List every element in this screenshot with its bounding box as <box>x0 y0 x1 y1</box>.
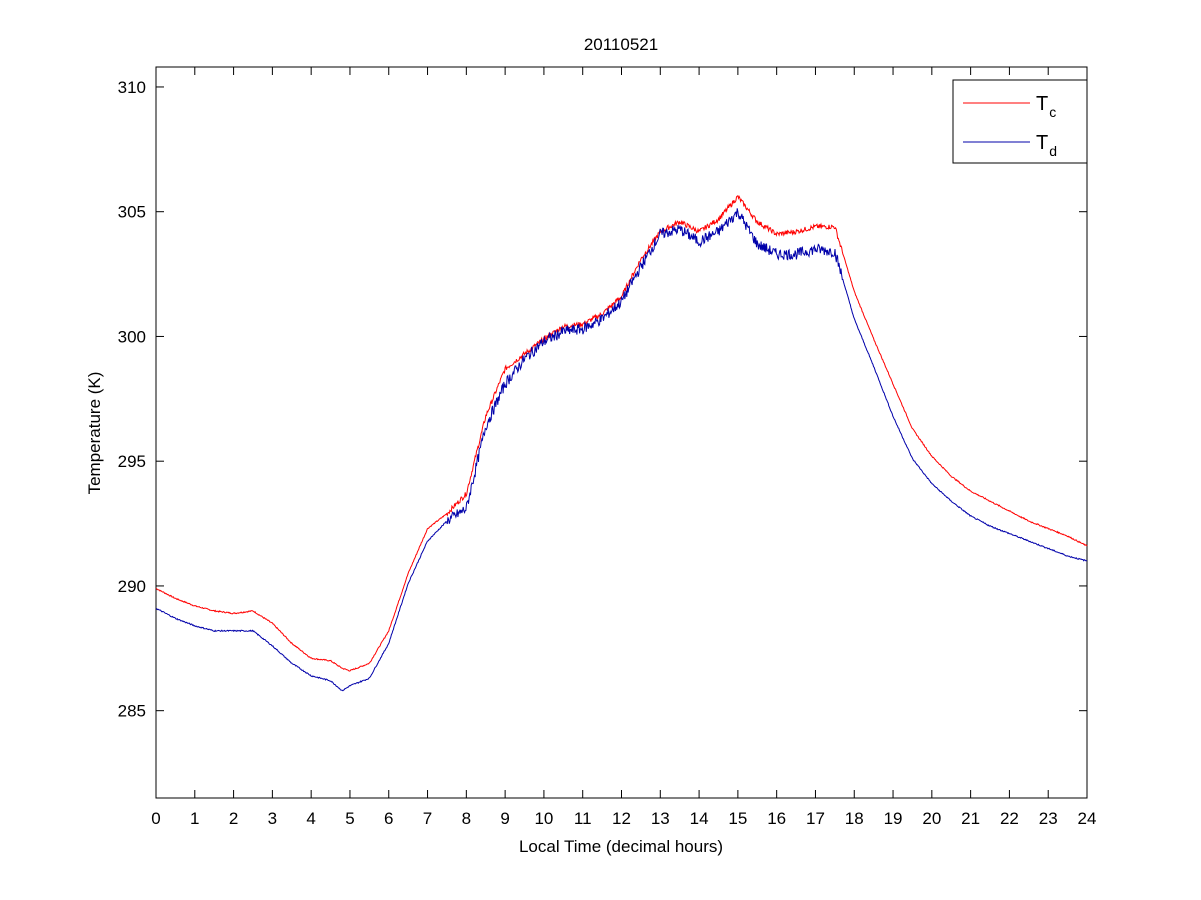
y-tick-label: 310 <box>118 78 146 97</box>
y-tick-label: 290 <box>118 577 146 596</box>
x-tick-label: 7 <box>423 809 432 828</box>
x-tick-label: 13 <box>651 809 670 828</box>
axes-frame <box>155 66 1088 799</box>
y-tick-label: 295 <box>118 452 146 471</box>
x-tick-label: 0 <box>151 809 160 828</box>
x-tick-label: 23 <box>1039 809 1058 828</box>
x-tick-label: 14 <box>690 809 709 828</box>
x-tick-label: 2 <box>229 809 238 828</box>
x-axis-label: Local Time (decimal hours) <box>519 837 723 856</box>
x-tick-label: 15 <box>728 809 747 828</box>
y-tick-label: 300 <box>118 327 146 346</box>
x-tick-label: 12 <box>612 809 631 828</box>
legend-label-tc: Tc <box>1036 93 1056 120</box>
x-tick-label: 17 <box>806 809 825 828</box>
legend-box <box>952 79 1088 164</box>
plot-area: 0 1 2 3 4 5 6 7 8 9 10 11 12 13 14 15 16 17 18 19 20 21 22 23 24… <box>118 66 1096 828</box>
x-tick-label: 11 <box>574 809 592 828</box>
legend-label-tc-main: T <box>1036 93 1048 115</box>
x-tick-label: 8 <box>462 809 471 828</box>
x-tick-label: 18 <box>845 809 864 828</box>
x-tick-label: 5 <box>345 809 354 828</box>
x-tick-label: 6 <box>384 809 393 828</box>
x-axis-ticks: 0 1 2 3 4 5 6 7 8 9 10 11 12 13 14 15 16 17 18 19 20 21 22 23 24 <box>151 67 1096 828</box>
x-tick-label: 22 <box>1000 809 1019 828</box>
y-tick-label: 285 <box>118 702 146 721</box>
series-layer <box>155 195 1088 692</box>
x-tick-label: 1 <box>190 809 199 828</box>
legend-label-td: Td <box>1036 132 1057 159</box>
y-axis-ticks: 285 290 295 300 305 310 <box>118 78 1087 721</box>
x-tick-label: 19 <box>884 809 903 828</box>
x-tick-label: 24 <box>1078 809 1097 828</box>
legend-label-td-sub: d <box>1049 143 1057 159</box>
legend: Tc Td <box>952 79 1088 164</box>
x-tick-label: 4 <box>306 809 315 828</box>
x-tick-label: 9 <box>500 809 509 828</box>
y-tick-label: 305 <box>118 203 146 222</box>
x-tick-label: 3 <box>268 809 277 828</box>
legend-label-td-main: T <box>1036 132 1048 154</box>
series-line-td <box>156 208 1088 692</box>
y-axis-label: Temperature (K) <box>85 372 104 495</box>
x-tick-label: 16 <box>767 809 786 828</box>
legend-label-tc-sub: c <box>1049 104 1056 120</box>
x-tick-label: 20 <box>922 809 941 828</box>
x-tick-label: 10 <box>534 809 553 828</box>
chart-title: 20110521 <box>584 35 658 54</box>
x-tick-label: 21 <box>961 809 980 828</box>
